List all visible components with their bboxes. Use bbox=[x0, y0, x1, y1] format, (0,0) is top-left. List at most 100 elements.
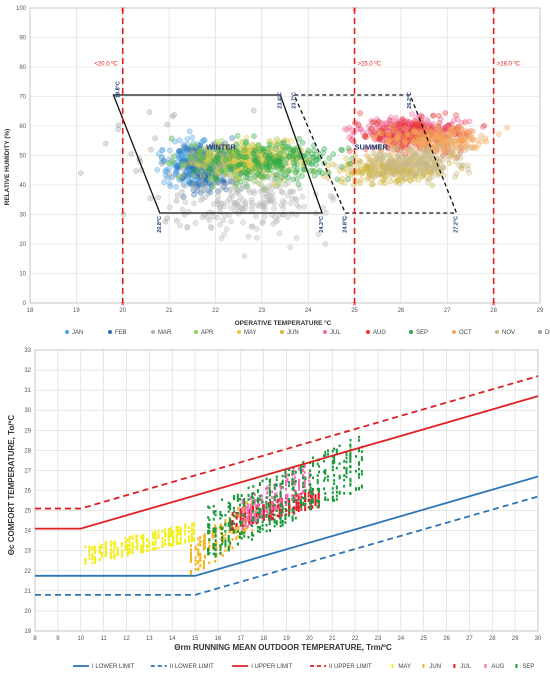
chart2-point bbox=[229, 518, 232, 521]
chart1-point bbox=[226, 155, 233, 162]
chart2-point bbox=[286, 493, 289, 497]
chart1-point bbox=[221, 183, 227, 189]
chart2-x-tick-label: 17 bbox=[237, 636, 244, 642]
chart1-point bbox=[193, 154, 200, 161]
chart1-legend-label-sep: SEP bbox=[416, 330, 428, 336]
chart2-point bbox=[309, 488, 312, 492]
chart1-zones: WINTER SUMMER 19.8ºC 23.4ºC 23.7ºC 26.2ºC 20.8… bbox=[112, 81, 460, 233]
chart1-point bbox=[202, 163, 208, 170]
chart2-point bbox=[104, 552, 107, 555]
chart1-y-tick-label: 100 bbox=[16, 6, 27, 12]
chart1-point bbox=[173, 184, 179, 190]
chart1-point bbox=[248, 196, 255, 203]
chart2-point bbox=[229, 530, 232, 533]
chart2-point bbox=[237, 506, 240, 510]
chart2-point bbox=[124, 546, 127, 550]
chart2-point bbox=[281, 481, 284, 484]
chart2-point bbox=[100, 543, 103, 547]
chart2-point bbox=[274, 507, 277, 511]
chart1-point bbox=[251, 190, 258, 197]
chart1-point bbox=[155, 194, 162, 201]
chart2-point bbox=[256, 489, 259, 492]
chart2-point bbox=[273, 513, 276, 517]
chart2-point bbox=[293, 469, 296, 473]
chart2-point bbox=[148, 542, 151, 545]
chart2-x-tick-label: 10 bbox=[77, 636, 84, 642]
chart2-point bbox=[214, 513, 217, 517]
chart2-point bbox=[192, 529, 195, 533]
chart2-point bbox=[239, 518, 242, 521]
chart2-point bbox=[308, 472, 311, 475]
chart2-point bbox=[229, 542, 232, 545]
chart1-corner-label: 24.3ºC bbox=[319, 216, 325, 233]
chart2-point bbox=[249, 518, 252, 521]
chart2-point bbox=[312, 487, 315, 491]
chart1-point bbox=[368, 126, 374, 132]
chart2-series-sep bbox=[207, 435, 363, 558]
chart2-point bbox=[260, 494, 263, 498]
chart2-point bbox=[190, 572, 193, 576]
chart2-limit-i-upper-limit bbox=[35, 395, 539, 530]
chart2-point bbox=[314, 501, 317, 505]
chart1-legend-marker-dec bbox=[538, 330, 542, 334]
chart2-point bbox=[124, 537, 127, 540]
chart2-point bbox=[287, 514, 290, 517]
chart2-point bbox=[184, 540, 187, 544]
chart1-point bbox=[248, 168, 255, 175]
chart1-point bbox=[262, 153, 269, 159]
chart1-point bbox=[177, 147, 183, 154]
chart2-point bbox=[274, 493, 277, 496]
chart2-point bbox=[140, 546, 143, 550]
chart2-point bbox=[287, 481, 290, 484]
chart2-point bbox=[167, 544, 170, 547]
chart1-point bbox=[373, 160, 380, 167]
chart1-point bbox=[148, 146, 154, 153]
chart2-point bbox=[271, 490, 274, 494]
chart2-point bbox=[357, 486, 360, 490]
chart2-point bbox=[252, 485, 255, 488]
chart1-point bbox=[252, 173, 258, 179]
chart2-point bbox=[281, 474, 284, 478]
chart2-point bbox=[318, 503, 321, 506]
chart2-point bbox=[229, 502, 232, 506]
chart2-point bbox=[345, 471, 348, 475]
chart1-point bbox=[426, 149, 433, 156]
chart1-point bbox=[399, 173, 405, 180]
chart2-point bbox=[295, 506, 298, 509]
chart2-point bbox=[221, 536, 224, 539]
chart1-point bbox=[197, 142, 203, 149]
chart2-point bbox=[212, 504, 215, 508]
chart1-point bbox=[207, 166, 214, 172]
chart2-point bbox=[203, 542, 206, 545]
chart2-point bbox=[310, 495, 313, 498]
chart1-point bbox=[287, 200, 294, 207]
chart2-point bbox=[268, 491, 271, 495]
chart2-point bbox=[197, 553, 200, 557]
chart1-legend-marker-jul bbox=[323, 330, 327, 334]
chart2-point bbox=[211, 533, 214, 537]
chart2-point bbox=[299, 465, 302, 469]
chart1-point bbox=[345, 145, 352, 152]
chart2-point bbox=[202, 559, 205, 563]
chart2-point bbox=[294, 480, 297, 483]
chart2-point bbox=[236, 530, 239, 533]
chart2-point bbox=[172, 537, 175, 541]
chart1-point bbox=[186, 128, 193, 135]
chart2-point bbox=[279, 482, 282, 486]
chart2-point bbox=[309, 483, 312, 487]
chart2-point bbox=[279, 516, 282, 520]
chart2-point bbox=[258, 483, 261, 487]
chart2-point bbox=[294, 483, 297, 486]
chart2-point bbox=[345, 460, 348, 464]
chart1-point bbox=[412, 128, 419, 135]
chart2-point bbox=[187, 539, 190, 543]
chart2-point bbox=[331, 487, 334, 490]
chart2-y-axis-label: Θc COMFORT TEMPERATURE, To/ºC bbox=[7, 415, 16, 556]
chart2-point bbox=[112, 551, 115, 554]
chart2-point bbox=[255, 499, 258, 502]
chart2-point bbox=[326, 478, 329, 482]
chart1-point bbox=[191, 200, 198, 207]
chart2-point bbox=[290, 498, 293, 501]
chart2-point bbox=[275, 492, 278, 495]
chart1-point bbox=[307, 168, 314, 174]
